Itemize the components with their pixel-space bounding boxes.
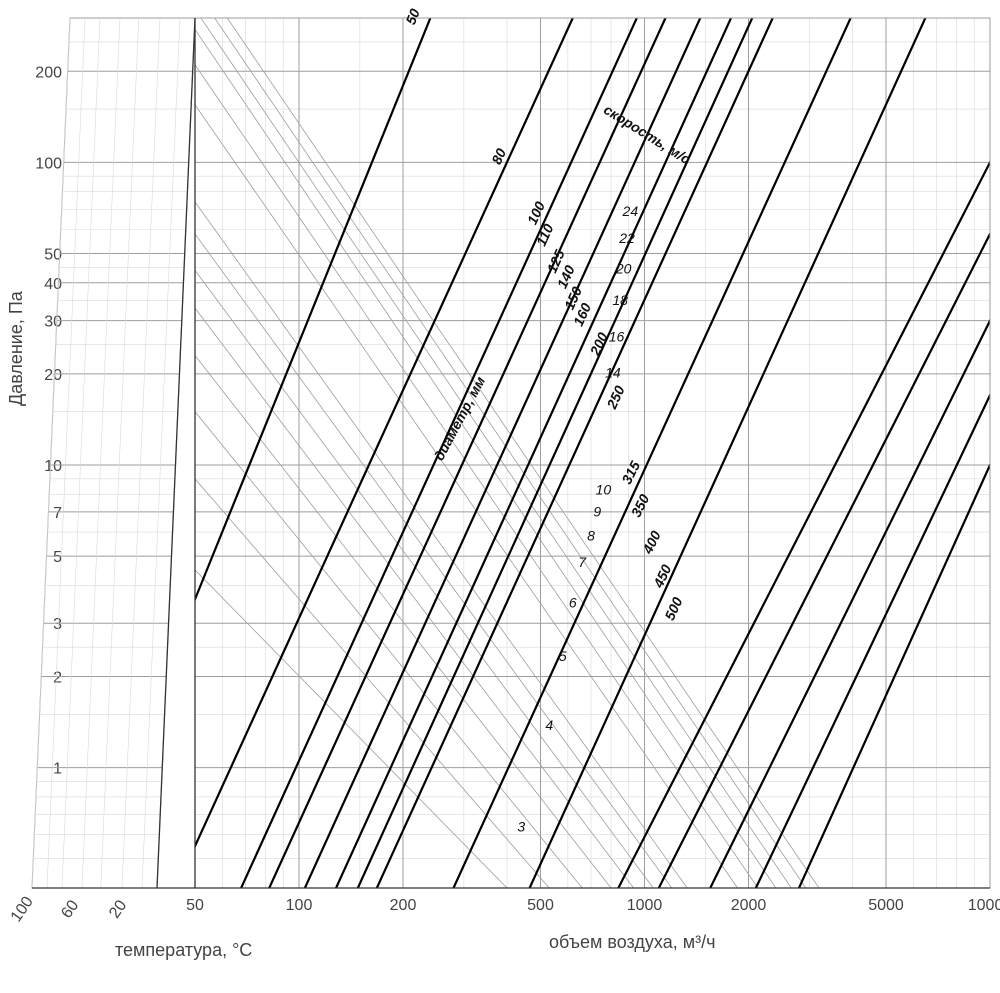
velocity-label: 16 <box>609 329 625 345</box>
y-tick-label: 20 <box>44 367 62 384</box>
x-tick-label: 500 <box>527 897 554 914</box>
velocity-label: 4 <box>545 717 553 733</box>
x-tick-label: 5000 <box>868 897 904 914</box>
velocity-label: 18 <box>612 292 628 308</box>
velocity-label: 7 <box>578 554 587 570</box>
y-tick-label: 5 <box>53 549 62 566</box>
velocity-label: 5 <box>559 648 567 664</box>
x-tick-label: 100 <box>286 897 313 914</box>
x-tick-label: 10000 <box>968 897 1000 914</box>
y-tick-label: 200 <box>35 64 62 81</box>
velocity-label: 24 <box>622 203 639 219</box>
y-tick-label: 40 <box>44 276 62 293</box>
y-tick-label: 1 <box>53 761 62 778</box>
velocity-label: 9 <box>593 504 601 520</box>
nomogram-chart: 50 100 200 500 1000 2000 5000 10000 1 2 3 5 7 10 20 30 4… <box>0 0 1000 993</box>
x-tick-label: 200 <box>390 897 417 914</box>
y-tick-label: 7 <box>53 505 62 522</box>
velocity-label: 6 <box>569 595 577 611</box>
y-tick-label: 10 <box>44 458 62 475</box>
x-tick-label: 1000 <box>627 897 663 914</box>
x-tick-label: 2000 <box>731 897 767 914</box>
y-tick-label: 100 <box>35 155 62 172</box>
velocity-label: 10 <box>596 482 612 498</box>
velocity-label: 20 <box>615 260 632 276</box>
velocity-label: 8 <box>587 528 595 544</box>
temperature-axis-label: температура, °С <box>115 940 252 960</box>
y-axis-label: Давление, Па <box>6 290 26 406</box>
y-tick-label: 30 <box>44 314 62 331</box>
velocity-label: 22 <box>618 230 635 246</box>
y-tick-label: 2 <box>53 669 62 686</box>
y-tick-label: 3 <box>53 616 62 633</box>
x-axis-label: объем воздуха, м³/ч <box>549 932 715 952</box>
velocity-label: 3 <box>517 819 525 835</box>
x-tick-label: 50 <box>186 897 204 914</box>
velocity-label: 14 <box>605 365 621 381</box>
